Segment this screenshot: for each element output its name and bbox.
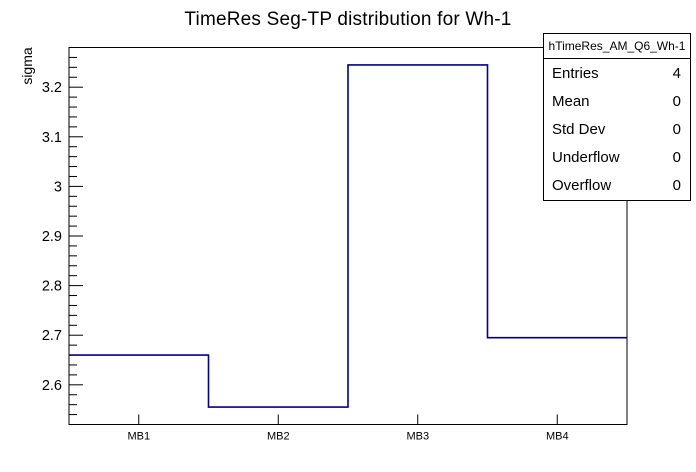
y-tick-label: 3.2 <box>42 80 62 96</box>
stats-box-title: hTimeRes_AM_Q6_Wh-1 <box>544 34 690 59</box>
x-tick-label: MB1 <box>127 431 150 443</box>
y-tick-label: 3 <box>54 179 62 195</box>
y-tick-label: 2.6 <box>42 378 62 394</box>
stats-row-mean: Mean 0 <box>544 87 690 115</box>
stats-box-rows: Entries 4 Mean 0 Std Dev 0 Underflow 0 O… <box>544 59 690 200</box>
y-tick-label: 2.7 <box>42 328 62 344</box>
y-axis-tick-labels: 2.6 2.7 2.8 2.9 3 3.1 3.2 <box>42 80 62 394</box>
stats-value: 0 <box>672 121 681 138</box>
stats-row-underflow: Underflow 0 <box>544 144 690 172</box>
stats-value: 0 <box>672 92 681 110</box>
y-tick-label: 2.8 <box>42 279 62 295</box>
x-axis-ticks <box>138 414 558 425</box>
stats-label: Overflow <box>552 177 612 195</box>
y-axis-major-ticks <box>69 86 83 386</box>
stats-label: Mean <box>552 92 590 110</box>
y-tick-label: 2.9 <box>42 229 62 245</box>
stats-value: 0 <box>672 177 681 195</box>
stats-value: 0 <box>672 149 681 167</box>
stats-label: Underflow <box>552 149 620 167</box>
stats-label: Entries <box>552 64 599 82</box>
stats-row-overflow: Overflow 0 <box>544 172 690 200</box>
stats-row-entries: Entries 4 <box>544 59 690 87</box>
x-axis-tick-labels: MB1 MB2 MB3 MB4 <box>127 431 568 443</box>
x-tick-label: MB3 <box>406 431 429 443</box>
stats-label: Std Dev <box>552 121 606 138</box>
chart-title: TimeRes Seg-TP distribution for Wh-1 <box>184 9 512 30</box>
y-axis-minor-ticks <box>69 56 77 416</box>
histogram-line <box>69 64 627 408</box>
stats-value: 4 <box>672 64 681 82</box>
y-tick-label: 3.1 <box>42 130 62 146</box>
stats-box: hTimeRes_AM_Q6_Wh-1 Entries 4 Mean 0 Std… <box>543 33 691 201</box>
x-tick-label: MB4 <box>546 431 569 443</box>
x-tick-label: MB2 <box>267 431 290 443</box>
stats-row-stddev: Std Dev 0 <box>544 115 690 143</box>
